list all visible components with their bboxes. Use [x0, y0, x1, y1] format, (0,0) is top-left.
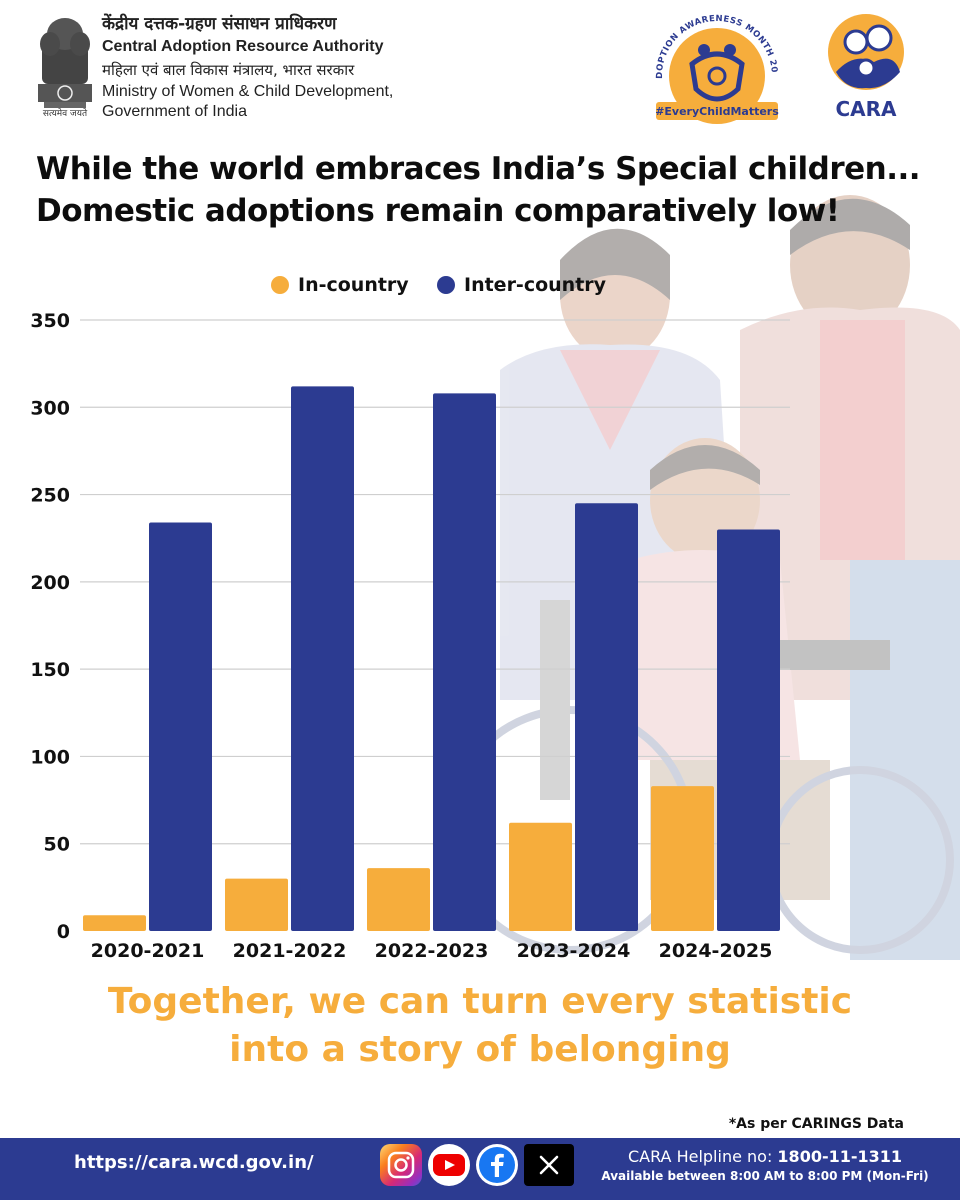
- helpline-label: CARA Helpline no:: [627, 1147, 778, 1166]
- x-tick-label: 2024-2025: [659, 940, 773, 962]
- y-tick-label: 350: [30, 310, 70, 332]
- x-icon[interactable]: [524, 1144, 574, 1186]
- helpline-number[interactable]: 1800-11-1311: [777, 1147, 903, 1166]
- headline: While the world embraces India’s Special…: [36, 148, 936, 232]
- cara-logo-text: CARA: [835, 97, 897, 121]
- emblem-motto: सत्यमेव जयते: [42, 109, 88, 119]
- authority-english: Central Adoption Resource Authority: [102, 38, 384, 55]
- bar-in-country-2021-2022: [225, 878, 288, 931]
- ministry-english-line1: Ministry of Women & Child Development,: [102, 83, 394, 100]
- bar-in-country-2024-2025: [651, 786, 714, 931]
- bar-inter-country-2024-2025: [717, 529, 780, 931]
- bar-in-country-2023-2024: [509, 822, 572, 931]
- y-tick-label: 200: [30, 572, 70, 594]
- legend-label: In-country: [298, 274, 409, 296]
- bar-inter-country-2021-2022: [291, 386, 354, 931]
- x-tick-label: 2020-2021: [91, 940, 205, 962]
- x-tick-label: 2023-2024: [517, 940, 631, 962]
- y-tick-label: 300: [30, 397, 70, 419]
- footer-bar: https://cara.wcd.gov.in/ CARA Helpline n…: [0, 1138, 960, 1200]
- bar-in-country-2020-2021: [83, 915, 146, 931]
- bar-inter-country-2022-2023: [433, 393, 496, 931]
- helpline-info: CARA Helpline no: 1800-11-1311 Available…: [598, 1146, 932, 1184]
- legend-swatch-in-country: [271, 276, 289, 294]
- y-tick-label: 0: [57, 921, 70, 943]
- headline-line1: While the world embraces India’s Special…: [36, 151, 921, 187]
- bar-inter-country-2020-2021: [149, 522, 212, 931]
- helpline-line: CARA Helpline no: 1800-11-1311: [598, 1146, 932, 1168]
- legend-label: Inter-country: [464, 274, 607, 296]
- facebook-icon[interactable]: [476, 1144, 518, 1186]
- data-source-footnote: *As per CARINGS Data: [728, 1116, 904, 1132]
- x-tick-label: 2021-2022: [233, 940, 347, 962]
- ministry-english-line2: Government of India: [102, 103, 247, 120]
- y-tick-label: 250: [30, 485, 70, 507]
- instagram-icon[interactable]: [380, 1144, 422, 1186]
- authority-hindi: केंद्रीय दत्तक-ग्रहण संसाधन प्राधिकरण: [102, 14, 337, 34]
- headline-line2: Domestic adoptions remain comparatively …: [36, 193, 840, 229]
- y-tick-label: 50: [44, 834, 70, 856]
- ministry-hindi: महिला एवं बाल विकास मंत्रालय, भारत सरकार: [102, 61, 355, 79]
- y-tick-label: 150: [30, 659, 70, 681]
- tagline: Together, we can turn every statistic in…: [0, 978, 960, 1074]
- adoption-bar-chart: 0 50 100 150 200 250 300 350 2020-2021 2021-2022 2…: [30, 274, 790, 962]
- badge-hashtag: #EveryChildMatters: [655, 105, 779, 118]
- helpline-hours: Available between 8:00 AM to 8:00 PM (Mo…: [601, 1169, 929, 1183]
- header-text: केंद्रीय दत्तक-ग्रहण संसाधन प्राधिकरण Ce…: [102, 12, 393, 122]
- x-tick-label: 2022-2023: [375, 940, 489, 962]
- tagline-line2: into a story of belonging: [229, 1029, 731, 1070]
- awareness-badge-icon: ADOPTION AWARENESS MONTH 2025 #EveryChil…: [642, 14, 779, 124]
- legend-swatch-inter-country: [437, 276, 455, 294]
- bar-in-country-2022-2023: [367, 868, 430, 931]
- website-link[interactable]: https://cara.wcd.gov.in/: [74, 1152, 314, 1173]
- national-emblem-icon: [38, 18, 92, 108]
- y-tick-label: 100: [30, 746, 70, 768]
- youtube-icon[interactable]: [428, 1144, 470, 1186]
- cara-logo-icon: CARA: [828, 14, 904, 121]
- bar-inter-country-2023-2024: [575, 503, 638, 931]
- tagline-line1: Together, we can turn every statistic: [107, 981, 853, 1022]
